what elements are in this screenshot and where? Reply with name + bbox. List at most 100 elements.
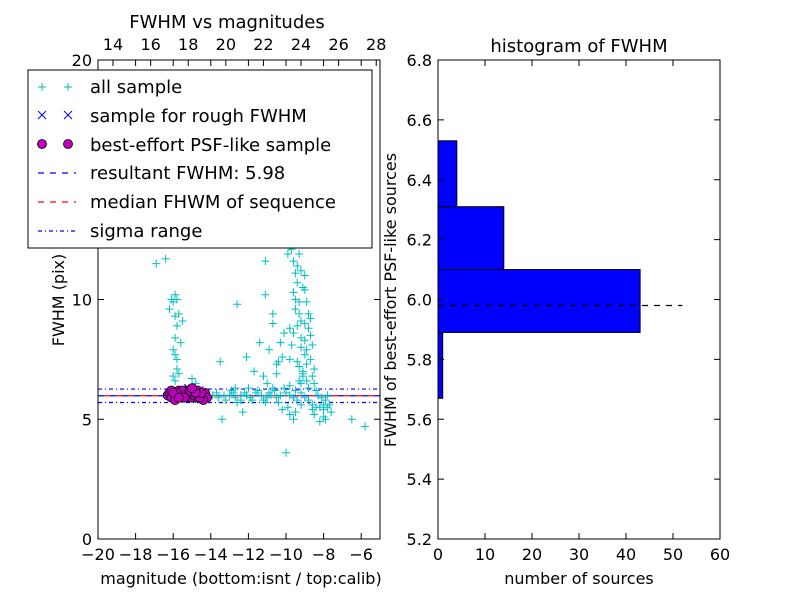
- all-sample-point: [240, 388, 249, 397]
- all-sample-point: [268, 309, 277, 318]
- all-sample-point: [165, 305, 174, 314]
- all-sample-point: [327, 408, 336, 417]
- all-sample-point: [298, 283, 307, 292]
- all-sample-point: [300, 350, 309, 359]
- all-sample-point: [304, 309, 313, 318]
- all-sample-point: [172, 295, 181, 304]
- all-sample-point: [270, 386, 279, 395]
- best-effort-sample-point: [187, 383, 197, 394]
- all-sample-point: [306, 331, 315, 340]
- x-tick-label: −16: [156, 545, 190, 564]
- all-sample-point: [265, 345, 274, 354]
- all-sample-point: [244, 384, 253, 393]
- histogram-x-axis-label: number of sources: [504, 569, 654, 588]
- best-effort-sample-point: [173, 392, 184, 403]
- x-tick-label: 20: [522, 545, 542, 564]
- all-sample-point: [304, 324, 313, 333]
- all-sample-point: [315, 417, 324, 426]
- all-sample-point: [310, 379, 319, 388]
- all-sample-point: [302, 345, 311, 354]
- all-sample-point: [298, 369, 307, 378]
- y-tick-label: 20: [72, 51, 92, 70]
- all-sample-point: [261, 257, 270, 266]
- scatter-panel: FWHM vs magnitudes −20 −18 −16 −14 −12 −10 −8−…: [27, 12, 386, 588]
- y-tick-label: 0: [82, 530, 92, 549]
- scatter-legend: all sample sample for rough FWHM best-ef…: [27, 69, 373, 249]
- all-sample-point: [255, 338, 264, 347]
- all-sample-point: [274, 398, 283, 407]
- all-sample-point: [242, 352, 251, 361]
- all-sample-point: [289, 288, 298, 297]
- all-sample-point: [169, 345, 178, 354]
- scatter-x-axis-label: magnitude (bottom:isnt / top:calib): [100, 569, 381, 588]
- all-sample-point: [285, 381, 294, 390]
- all-sample-point: [212, 388, 221, 397]
- all-sample-point: [261, 290, 270, 299]
- scatter-y-tick-labels: 0 5 10 20: [72, 51, 380, 549]
- all-sample-point: [313, 391, 322, 400]
- legend-frame: [27, 69, 373, 249]
- histogram-y-axis-label: FWHM of best-effort PSF-like sources: [381, 153, 400, 447]
- histogram-y-tick-labels: 5.2 5.4 5.6 5.8 6.0 6.2 6.4 6.6 6.8: [407, 51, 720, 549]
- y-tick-label: 5: [82, 410, 92, 429]
- legend-label: sample for rough FWHM: [90, 106, 307, 127]
- all-sample-point: [280, 384, 289, 393]
- legend-label: all sample: [90, 77, 182, 98]
- scatter-points: [150, 216, 369, 457]
- all-sample-point: [304, 384, 313, 393]
- y-tick-label: 10: [72, 291, 92, 310]
- all-sample-point: [274, 357, 283, 366]
- all-sample-point: [283, 403, 292, 412]
- top-x-tick-label: 26: [328, 35, 348, 54]
- all-sample-point: [250, 367, 259, 376]
- y-tick-label: 5.2: [407, 530, 432, 549]
- all-sample-point: [295, 249, 304, 258]
- histogram-bar: [437, 140, 458, 208]
- all-sample-point: [321, 396, 330, 405]
- all-sample-point: [283, 249, 292, 258]
- x-tick-label: 30: [569, 545, 589, 564]
- all-sample-point: [297, 266, 306, 275]
- histogram-bars: [437, 140, 641, 399]
- all-sample-point: [152, 259, 161, 268]
- all-sample-point: [308, 405, 317, 414]
- all-sample-point: [233, 300, 242, 309]
- legend-label: median FHWM of sequence: [90, 192, 336, 213]
- all-sample-point: [285, 355, 294, 364]
- all-sample-point: [285, 410, 294, 419]
- all-sample-point: [278, 405, 287, 414]
- top-x-tick-label: 16: [140, 35, 160, 54]
- all-sample-point: [272, 369, 281, 378]
- legend-entry-rough-sample: sample for rough FWHM: [37, 106, 307, 127]
- all-sample-point: [302, 360, 311, 369]
- all-sample-point: [289, 257, 298, 266]
- legend-entry-all-sample: all sample: [38, 77, 182, 98]
- all-sample-point: [216, 357, 225, 366]
- all-sample-point: [174, 369, 183, 378]
- x-tick-label: −20: [81, 545, 115, 564]
- all-sample-point: [221, 396, 230, 405]
- all-sample-point: [161, 254, 170, 263]
- scatter-title: FWHM vs magnitudes: [129, 12, 324, 33]
- all-sample-point: [263, 379, 272, 388]
- all-sample-point: [312, 386, 321, 395]
- top-x-tick-label: 22: [253, 35, 273, 54]
- top-x-tick-label: 28: [366, 35, 386, 54]
- y-tick-label: 6.0: [407, 291, 432, 310]
- y-tick-label: 6.6: [407, 111, 432, 130]
- all-sample-point: [171, 376, 180, 385]
- top-x-tick-label: 14: [103, 35, 123, 54]
- all-sample-point: [291, 305, 300, 314]
- all-sample-point: [188, 374, 196, 383]
- all-sample-point: [172, 364, 181, 373]
- all-sample-point: [293, 278, 302, 287]
- all-sample-point: [304, 396, 313, 405]
- legend-entry-resultant-fwhm: resultant FWHM: 5.98: [38, 163, 285, 184]
- legend-marker-circle: [63, 139, 73, 149]
- all-sample-point: [268, 319, 277, 328]
- all-sample-point: [265, 388, 274, 397]
- x-tick-label: −14: [194, 545, 228, 564]
- legend-label: resultant FWHM: 5.98: [90, 163, 285, 184]
- all-sample-point: [229, 388, 238, 397]
- all-sample-point: [302, 376, 311, 385]
